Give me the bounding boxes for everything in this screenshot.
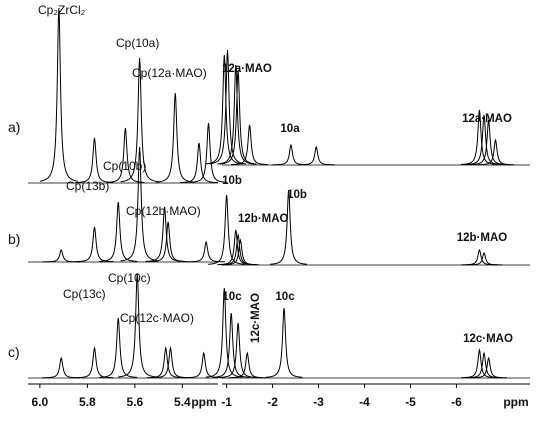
peak xyxy=(231,124,268,166)
annotation: Cp(13c) xyxy=(63,287,106,301)
row-label: b) xyxy=(8,231,20,247)
annotation: 12b·MAO xyxy=(457,232,508,244)
annotation: Cp(13b) xyxy=(66,179,109,193)
peak xyxy=(189,122,228,183)
annotation: 12b·MAO xyxy=(238,213,289,225)
x-tick-label: -3 xyxy=(313,395,324,409)
peak xyxy=(120,146,159,262)
peak xyxy=(205,54,243,165)
x-tick-label: -6 xyxy=(451,395,462,409)
x-axis-label: ppm xyxy=(191,395,216,409)
peak xyxy=(205,287,243,378)
peak xyxy=(477,138,514,166)
peak xyxy=(219,69,257,165)
peak xyxy=(75,226,114,263)
x-tick-label: 5.6 xyxy=(127,395,144,409)
row-label: a) xyxy=(8,119,20,135)
peak xyxy=(221,238,259,266)
annotation: Cp(12c·MAO) xyxy=(120,311,194,325)
peak xyxy=(179,142,219,184)
peak xyxy=(184,351,223,379)
peak xyxy=(156,92,195,183)
x-tick-label: 5.8 xyxy=(79,395,96,409)
annotation: 10c xyxy=(222,291,242,303)
peak xyxy=(470,356,508,379)
x-tick-label: 5.4 xyxy=(174,395,191,409)
x-tick-label: -2 xyxy=(267,395,278,409)
annotation: Cp(10c) xyxy=(108,271,151,285)
peak xyxy=(99,317,138,378)
peak xyxy=(465,252,503,266)
peak xyxy=(461,109,498,165)
row-label: c) xyxy=(8,344,20,360)
annotation: 12c·MAO xyxy=(250,293,262,343)
peak xyxy=(187,240,226,263)
annotation: 12c·MAO xyxy=(463,333,513,345)
annotation: 12a·MAO xyxy=(222,63,272,75)
peak xyxy=(217,64,255,165)
peak xyxy=(265,307,303,378)
annotation: 10c xyxy=(275,291,295,303)
annotation: Cp(12b·MAO) xyxy=(126,204,201,218)
peak xyxy=(42,356,81,379)
peak xyxy=(39,7,78,182)
peak xyxy=(120,57,159,183)
x-tick-label: -5 xyxy=(405,395,416,409)
x-tick-label: 6.0 xyxy=(32,395,49,409)
annotation: 10b xyxy=(222,175,242,187)
annotation: Cp(12a·MAO) xyxy=(132,66,207,80)
x-tick-label: -1 xyxy=(221,395,232,409)
annotation: Cp(10a) xyxy=(116,36,159,50)
peak xyxy=(272,143,310,166)
x-tick-label: -4 xyxy=(359,395,370,409)
peak xyxy=(461,248,498,266)
peak xyxy=(212,312,250,378)
annotation: 12a·MAO xyxy=(462,113,512,125)
peak xyxy=(151,346,190,379)
peak xyxy=(470,119,508,166)
peak xyxy=(217,229,255,266)
peak xyxy=(297,145,335,166)
peak xyxy=(75,346,114,379)
annotation: 10a xyxy=(280,123,300,135)
annotation: Cp(10b) xyxy=(103,159,146,173)
peak xyxy=(118,272,157,378)
peak xyxy=(228,351,266,379)
peak xyxy=(465,114,503,165)
peak xyxy=(42,249,81,263)
annotation: 10b xyxy=(287,189,307,201)
peak xyxy=(99,201,138,262)
peak xyxy=(219,322,257,378)
x-axis-label: ppm xyxy=(503,395,528,409)
peak xyxy=(270,189,308,265)
peak xyxy=(209,49,246,165)
annotation: Cp₂ZrCl₂ xyxy=(38,3,86,17)
peak xyxy=(208,194,246,265)
peak xyxy=(149,221,188,263)
